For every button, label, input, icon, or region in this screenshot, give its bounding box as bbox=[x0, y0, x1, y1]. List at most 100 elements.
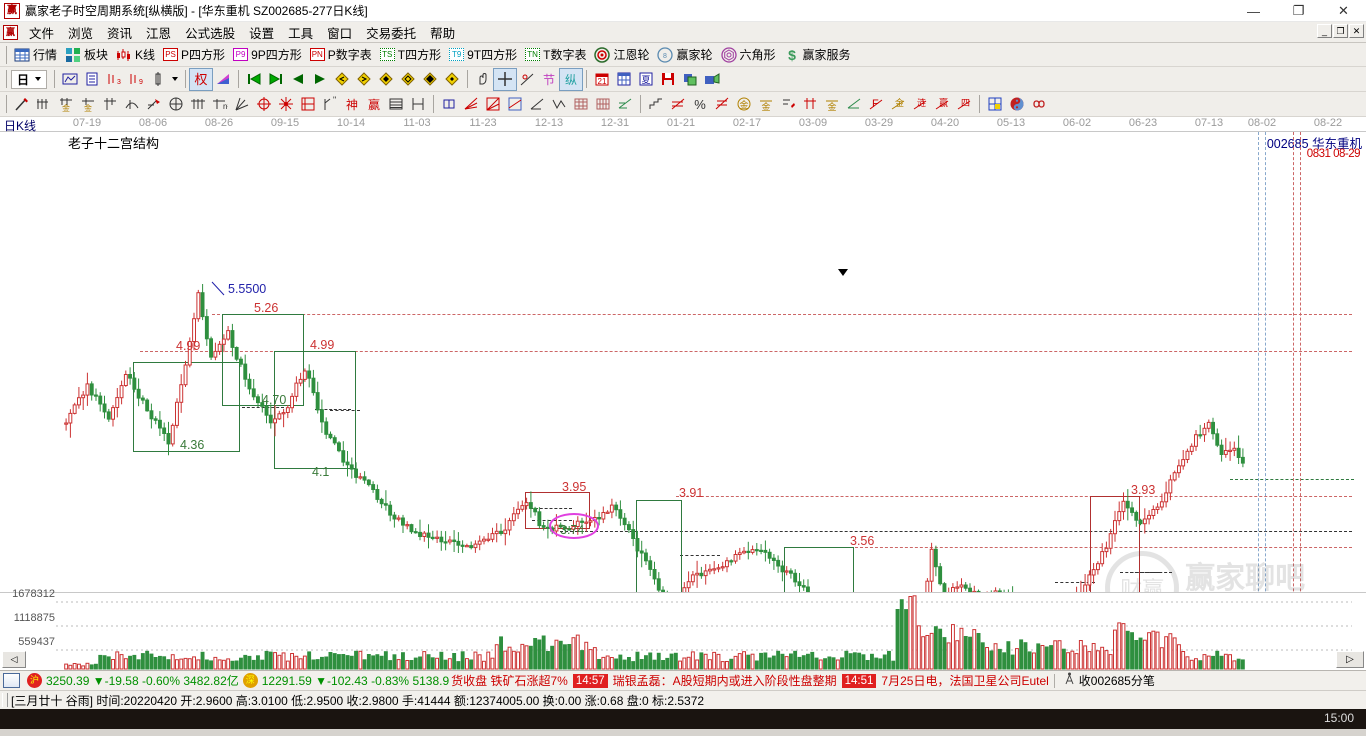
lian-button[interactable]: 涟 bbox=[909, 94, 931, 115]
percent-cross-button[interactable] bbox=[667, 94, 689, 115]
mdi-restore-button[interactable]: ❐ bbox=[1333, 24, 1348, 38]
contract-button[interactable] bbox=[441, 69, 463, 90]
measure-button[interactable] bbox=[407, 94, 429, 115]
toolbar-blocks[interactable]: 板块 bbox=[62, 45, 113, 64]
toolbar-gann-wheel[interactable]: 江恩轮 bbox=[591, 45, 654, 64]
menu-item-trade[interactable]: 交易委托 bbox=[366, 26, 417, 41]
color-fan-button[interactable] bbox=[212, 69, 234, 90]
gold-t-button[interactable]: 金 bbox=[821, 94, 843, 115]
gold-ratio1-button[interactable]: 金 bbox=[55, 94, 77, 115]
scroll-right-button[interactable]: ▷ bbox=[1336, 651, 1364, 668]
expand-button[interactable] bbox=[419, 69, 441, 90]
gann-fan-button[interactable] bbox=[33, 94, 55, 115]
zoom-in-button[interactable] bbox=[375, 69, 397, 90]
menu-item-browse[interactable]: 浏览 bbox=[68, 26, 94, 41]
menu-item-window[interactable]: 窗口 bbox=[327, 26, 353, 41]
toolbar-quote[interactable]: 行情 bbox=[11, 45, 62, 64]
red-box-button[interactable] bbox=[482, 94, 504, 115]
report-button[interactable]: 夏 bbox=[635, 69, 657, 90]
minimize-button[interactable]: — bbox=[1247, 3, 1260, 19]
trend-mark-button[interactable] bbox=[516, 69, 538, 90]
taiji-button[interactable] bbox=[1006, 94, 1028, 115]
shen-button[interactable]: 神 bbox=[341, 94, 363, 115]
kline3-button[interactable]: 3 bbox=[103, 69, 125, 90]
si-button[interactable]: 四 bbox=[953, 94, 975, 115]
starburst-button[interactable] bbox=[275, 94, 297, 115]
circle-grid-button[interactable] bbox=[165, 94, 187, 115]
brush-button[interactable] bbox=[143, 94, 165, 115]
scroll-left-button[interactable]: ◁ bbox=[2, 651, 26, 668]
comb-button[interactable] bbox=[187, 94, 209, 115]
slope-button[interactable] bbox=[526, 94, 548, 115]
box-frame-button[interactable] bbox=[297, 94, 319, 115]
target-button[interactable] bbox=[253, 94, 275, 115]
toolbar-9t-square[interactable]: T9 9T四方形 bbox=[446, 45, 522, 64]
table-grid-button[interactable] bbox=[613, 69, 635, 90]
toolbar-t-square[interactable]: TS T四方形 bbox=[377, 45, 446, 64]
gold-ratio2-button[interactable]: 金 bbox=[77, 94, 99, 115]
pen-tool-button[interactable] bbox=[777, 94, 799, 115]
menu-item-file[interactable]: 文件 bbox=[29, 26, 55, 41]
toolbar-winner-service[interactable]: $ 赢家服务 bbox=[781, 45, 856, 64]
ying2-button[interactable]: 赢 bbox=[931, 94, 953, 115]
ticker-tail-label[interactable]: 收002685分笔 bbox=[1078, 674, 1155, 688]
menu-item-formula-screen[interactable]: 公式选股 bbox=[185, 26, 236, 41]
square-tool-button[interactable] bbox=[99, 94, 121, 115]
chart-area[interactable]: 07-19 08-06 08-26 09-15 10-14 11-03 11-2… bbox=[0, 117, 1366, 670]
trend-grid-button[interactable] bbox=[614, 94, 636, 115]
ladder-button[interactable] bbox=[385, 94, 407, 115]
crosshair-button[interactable] bbox=[493, 67, 518, 91]
percent-button[interactable]: % bbox=[689, 94, 711, 115]
menu-item-help[interactable]: 帮助 bbox=[430, 26, 456, 41]
news-item-3[interactable]: 7月25日电，法国卫星公司Eutel bbox=[881, 674, 1049, 688]
copy-button[interactable] bbox=[679, 69, 701, 90]
gold-angle-button[interactable]: 金 bbox=[887, 94, 909, 115]
zoom-right-button[interactable] bbox=[353, 69, 375, 90]
news-item-2[interactable]: 瑞银孟磊：A股短期内或进入阶段性盘整期 bbox=[612, 674, 837, 688]
toolbar-kline[interactable]: K线 bbox=[113, 45, 160, 64]
close-button[interactable]: ✕ bbox=[1338, 3, 1349, 18]
news-item-1[interactable]: 货收盘 铁矿石涨超7% bbox=[451, 674, 568, 688]
mdi-close-button[interactable]: ✕ bbox=[1349, 24, 1364, 38]
infinity-button[interactable] bbox=[1028, 94, 1050, 115]
fan-lines-button[interactable] bbox=[231, 94, 253, 115]
calendar-button[interactable]: 21 bbox=[591, 69, 613, 90]
save-disk-button[interactable] bbox=[657, 69, 679, 90]
double-weight-button[interactable]: 权 bbox=[189, 67, 214, 91]
list-doc-button[interactable] bbox=[81, 69, 103, 90]
label-tag-button[interactable]: 节 bbox=[538, 69, 560, 90]
toolbar-t-number-table[interactable]: TN T数字表 bbox=[522, 45, 591, 64]
red-pane-button[interactable] bbox=[504, 94, 526, 115]
frame-tool-button[interactable] bbox=[438, 94, 460, 115]
pct-line-button[interactable] bbox=[711, 94, 733, 115]
toolbar-winner-wheel[interactable]: 8 赢家轮 bbox=[654, 45, 717, 64]
steps-button[interactable] bbox=[645, 94, 667, 115]
menu-item-settings[interactable]: 设置 bbox=[249, 26, 275, 41]
chart-frame-button[interactable] bbox=[59, 69, 81, 90]
toolbar-p-number-table[interactable]: PN P数字表 bbox=[307, 45, 377, 64]
f-line-button[interactable]: F bbox=[865, 94, 887, 115]
first-page-button[interactable] bbox=[243, 69, 265, 90]
prev-page-button[interactable] bbox=[287, 69, 309, 90]
toolbar-hexagon[interactable]: 六角形 bbox=[718, 45, 781, 64]
red-t-button[interactable] bbox=[799, 94, 821, 115]
last-page-button[interactable] bbox=[265, 69, 287, 90]
zoom-out-button[interactable] bbox=[397, 69, 419, 90]
grid-yellow-button[interactable] bbox=[984, 94, 1006, 115]
quote-mark-button[interactable]: " bbox=[319, 94, 341, 115]
n2-button[interactable]: n² bbox=[209, 94, 231, 115]
market-ticker-bar[interactable]: 沪 3250.39 ▼-19.58 -0.60% 3482.82亿 深 1229… bbox=[0, 670, 1366, 690]
gold-line-button[interactable]: 金 bbox=[755, 94, 777, 115]
mdi-minimize-button[interactable]: _ bbox=[1317, 24, 1332, 38]
column-button[interactable] bbox=[147, 69, 169, 90]
next-page-button[interactable] bbox=[309, 69, 331, 90]
cycle-button[interactable]: 纵 bbox=[559, 67, 584, 91]
valley-button[interactable] bbox=[548, 94, 570, 115]
menu-item-tools[interactable]: 工具 bbox=[288, 26, 314, 41]
menu-item-gann[interactable]: 江恩 bbox=[146, 26, 172, 41]
toolbar-9p-square[interactable]: P9 9P四方形 bbox=[230, 45, 307, 64]
zoom-left-button[interactable] bbox=[331, 69, 353, 90]
hand-pan-button[interactable] bbox=[472, 69, 494, 90]
angle-button[interactable] bbox=[843, 94, 865, 115]
red-fan-button[interactable] bbox=[460, 94, 482, 115]
